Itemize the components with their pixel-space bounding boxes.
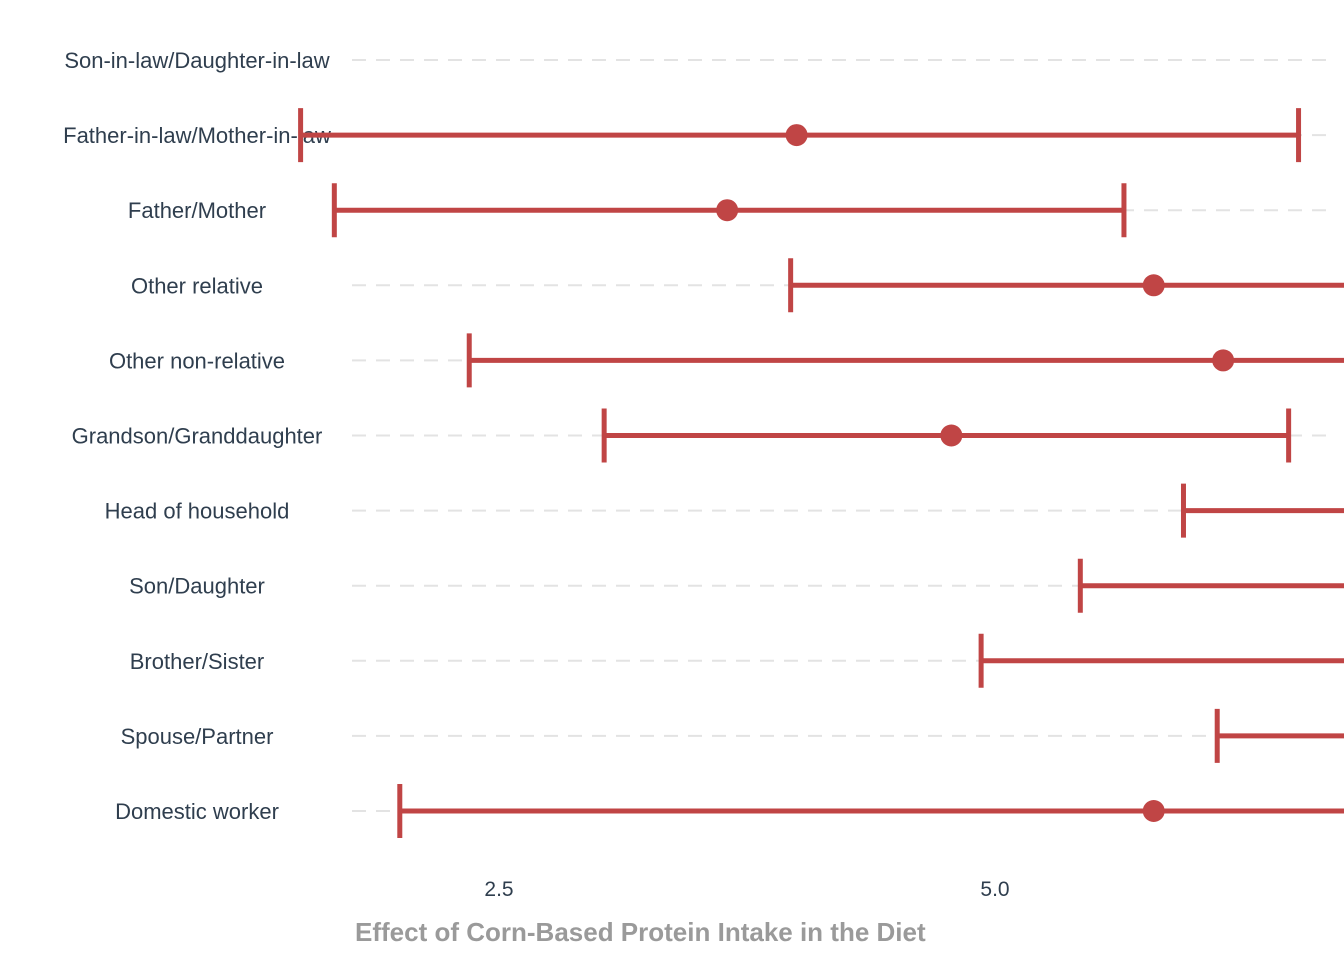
category-label: Head of household [105,499,290,524]
estimate-point [940,424,963,447]
category-label: Spouse/Partner [121,724,274,749]
x-tick-label: 5.0 [980,878,1009,901]
category-label: Father-in-law/Mother-in-law [63,123,331,148]
category-label: Son-in-law/Daughter-in-law [64,48,329,73]
estimate-point [1142,274,1165,297]
estimate-point [716,199,739,222]
category-label: Son/Daughter [129,574,265,599]
category-label: Brother/Sister [130,649,265,674]
category-label: Other relative [131,273,263,298]
x-axis-title: Effect of Corn-Based Protein Intake in t… [355,917,926,947]
estimate-point [1212,349,1235,372]
category-labels: Son-in-law/Daughter-in-law Father-in-law/… [63,48,331,824]
estimate-point [785,124,808,147]
category-label: Grandson/Granddaughter [72,424,323,449]
category-label: Father/Mother [128,198,266,223]
estimate-points [716,124,1235,822]
category-label: Domestic worker [115,799,279,824]
estimate-point [1142,800,1165,822]
x-tick-label: 2.5 [484,878,513,901]
category-label: Other non-relative [109,348,285,373]
x-axis-ticks: 2.55.07.510.0 [484,878,1009,901]
